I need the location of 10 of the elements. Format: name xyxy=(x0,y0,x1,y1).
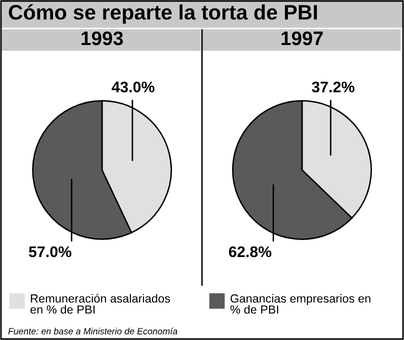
chart-title: Cómo se reparte la torta de PBI xyxy=(8,4,317,24)
legend-label: Ganancias empresarios en % de PBI xyxy=(230,294,370,314)
data-label: 62.8% xyxy=(228,246,272,258)
legend-label: Remuneración asalariados en % de PBI xyxy=(30,294,170,314)
data-label: 57.0% xyxy=(28,246,72,258)
data-label: 43.0% xyxy=(112,82,154,92)
source-note: Fuente: en base a Ministerio de Economía xyxy=(8,328,178,334)
chart-subtitle: 1993 xyxy=(82,31,123,46)
data-label: 37.2% xyxy=(312,82,354,92)
chart-subtitle: 1997 xyxy=(282,31,323,46)
